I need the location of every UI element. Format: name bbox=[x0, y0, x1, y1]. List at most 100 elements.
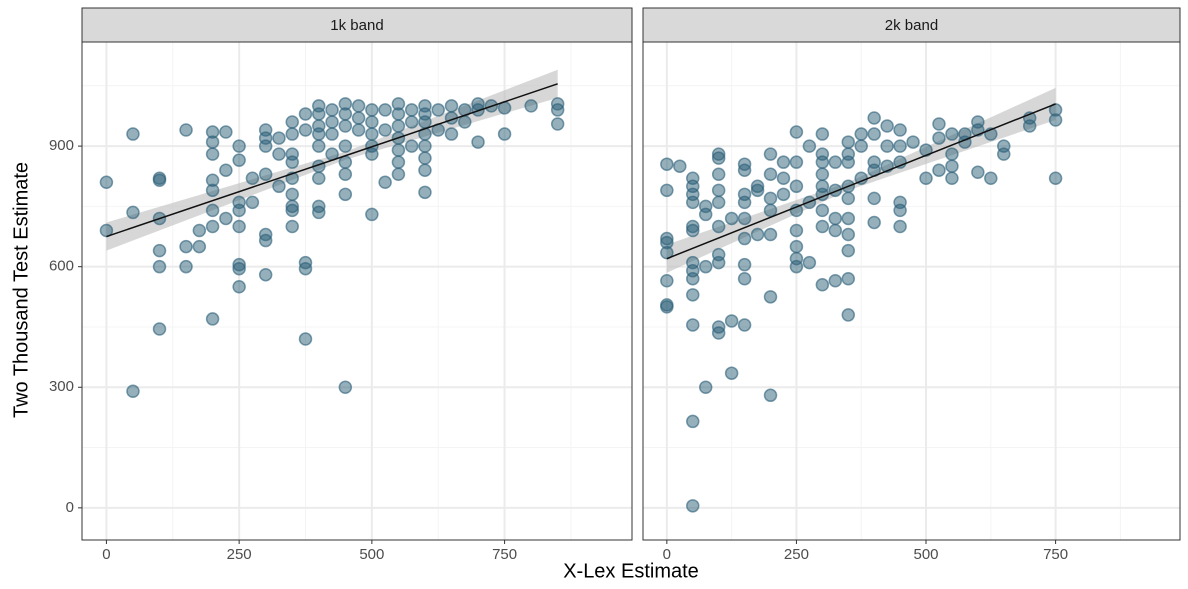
point bbox=[404, 103, 419, 117]
point bbox=[338, 380, 353, 395]
point bbox=[232, 153, 246, 167]
point bbox=[258, 167, 273, 181]
point bbox=[312, 171, 326, 186]
point bbox=[815, 167, 830, 181]
point bbox=[686, 414, 700, 429]
point bbox=[365, 207, 379, 222]
point bbox=[391, 155, 406, 169]
point bbox=[245, 195, 260, 210]
point bbox=[312, 127, 326, 141]
point bbox=[971, 165, 985, 179]
y-tick-label: 600 bbox=[49, 258, 74, 275]
point bbox=[232, 139, 246, 153]
point bbox=[932, 117, 946, 131]
point bbox=[365, 115, 379, 129]
point bbox=[686, 318, 700, 332]
point bbox=[285, 203, 299, 218]
point bbox=[298, 261, 313, 276]
point bbox=[298, 332, 313, 346]
point bbox=[205, 183, 220, 198]
point bbox=[312, 139, 326, 153]
point bbox=[828, 274, 843, 288]
point bbox=[365, 103, 379, 117]
point bbox=[867, 127, 881, 141]
point bbox=[776, 155, 791, 169]
point bbox=[179, 123, 193, 137]
point bbox=[815, 203, 830, 218]
point bbox=[711, 195, 726, 210]
point bbox=[471, 135, 485, 149]
point bbox=[232, 203, 246, 218]
point bbox=[219, 125, 233, 139]
y-tick-label: 300 bbox=[49, 378, 74, 395]
panel-background bbox=[643, 42, 1180, 540]
point bbox=[245, 171, 260, 186]
point bbox=[763, 227, 778, 242]
point bbox=[338, 119, 353, 133]
point bbox=[854, 127, 868, 141]
point bbox=[205, 219, 220, 234]
point bbox=[404, 139, 419, 153]
point bbox=[497, 127, 512, 141]
point bbox=[841, 211, 856, 226]
point bbox=[880, 139, 894, 153]
x-tick-label: 500 bbox=[913, 546, 938, 563]
point bbox=[737, 211, 752, 226]
point bbox=[338, 107, 353, 121]
point bbox=[841, 155, 856, 169]
fit-line bbox=[106, 83, 558, 238]
point bbox=[945, 147, 959, 161]
point bbox=[365, 147, 379, 161]
point bbox=[391, 167, 406, 181]
strip-label: 2k band bbox=[885, 17, 938, 34]
point bbox=[945, 127, 959, 141]
point bbox=[126, 127, 140, 141]
y-tick-label: 0 bbox=[66, 499, 74, 516]
point bbox=[179, 239, 193, 254]
point bbox=[828, 211, 843, 226]
point bbox=[660, 157, 674, 171]
strip bbox=[642, 7, 1181, 43]
point bbox=[351, 99, 366, 113]
point bbox=[285, 115, 299, 129]
point bbox=[737, 318, 752, 332]
point bbox=[660, 183, 674, 198]
point bbox=[312, 205, 326, 220]
point bbox=[404, 115, 419, 129]
point bbox=[285, 187, 299, 202]
point bbox=[338, 155, 353, 169]
point bbox=[205, 203, 220, 218]
point bbox=[893, 123, 907, 137]
point bbox=[378, 103, 392, 117]
point bbox=[686, 499, 700, 513]
point bbox=[802, 255, 817, 270]
point bbox=[945, 171, 959, 186]
point bbox=[763, 388, 778, 403]
point bbox=[232, 280, 246, 294]
point bbox=[152, 259, 167, 274]
point bbox=[776, 187, 791, 202]
point bbox=[272, 131, 286, 145]
point bbox=[815, 127, 830, 141]
x-tick-label: 750 bbox=[1043, 546, 1068, 563]
point bbox=[815, 155, 830, 169]
point bbox=[893, 139, 907, 153]
point bbox=[828, 223, 843, 238]
point bbox=[763, 167, 778, 181]
point bbox=[431, 103, 445, 117]
point bbox=[724, 314, 739, 328]
point bbox=[219, 211, 233, 226]
point bbox=[698, 380, 713, 395]
point bbox=[686, 271, 700, 286]
point bbox=[880, 119, 894, 133]
point bbox=[698, 259, 713, 274]
point bbox=[338, 139, 353, 153]
point bbox=[997, 147, 1011, 161]
point bbox=[789, 179, 804, 194]
point bbox=[660, 300, 674, 314]
point bbox=[285, 127, 299, 141]
point bbox=[418, 185, 432, 200]
point bbox=[192, 239, 207, 254]
